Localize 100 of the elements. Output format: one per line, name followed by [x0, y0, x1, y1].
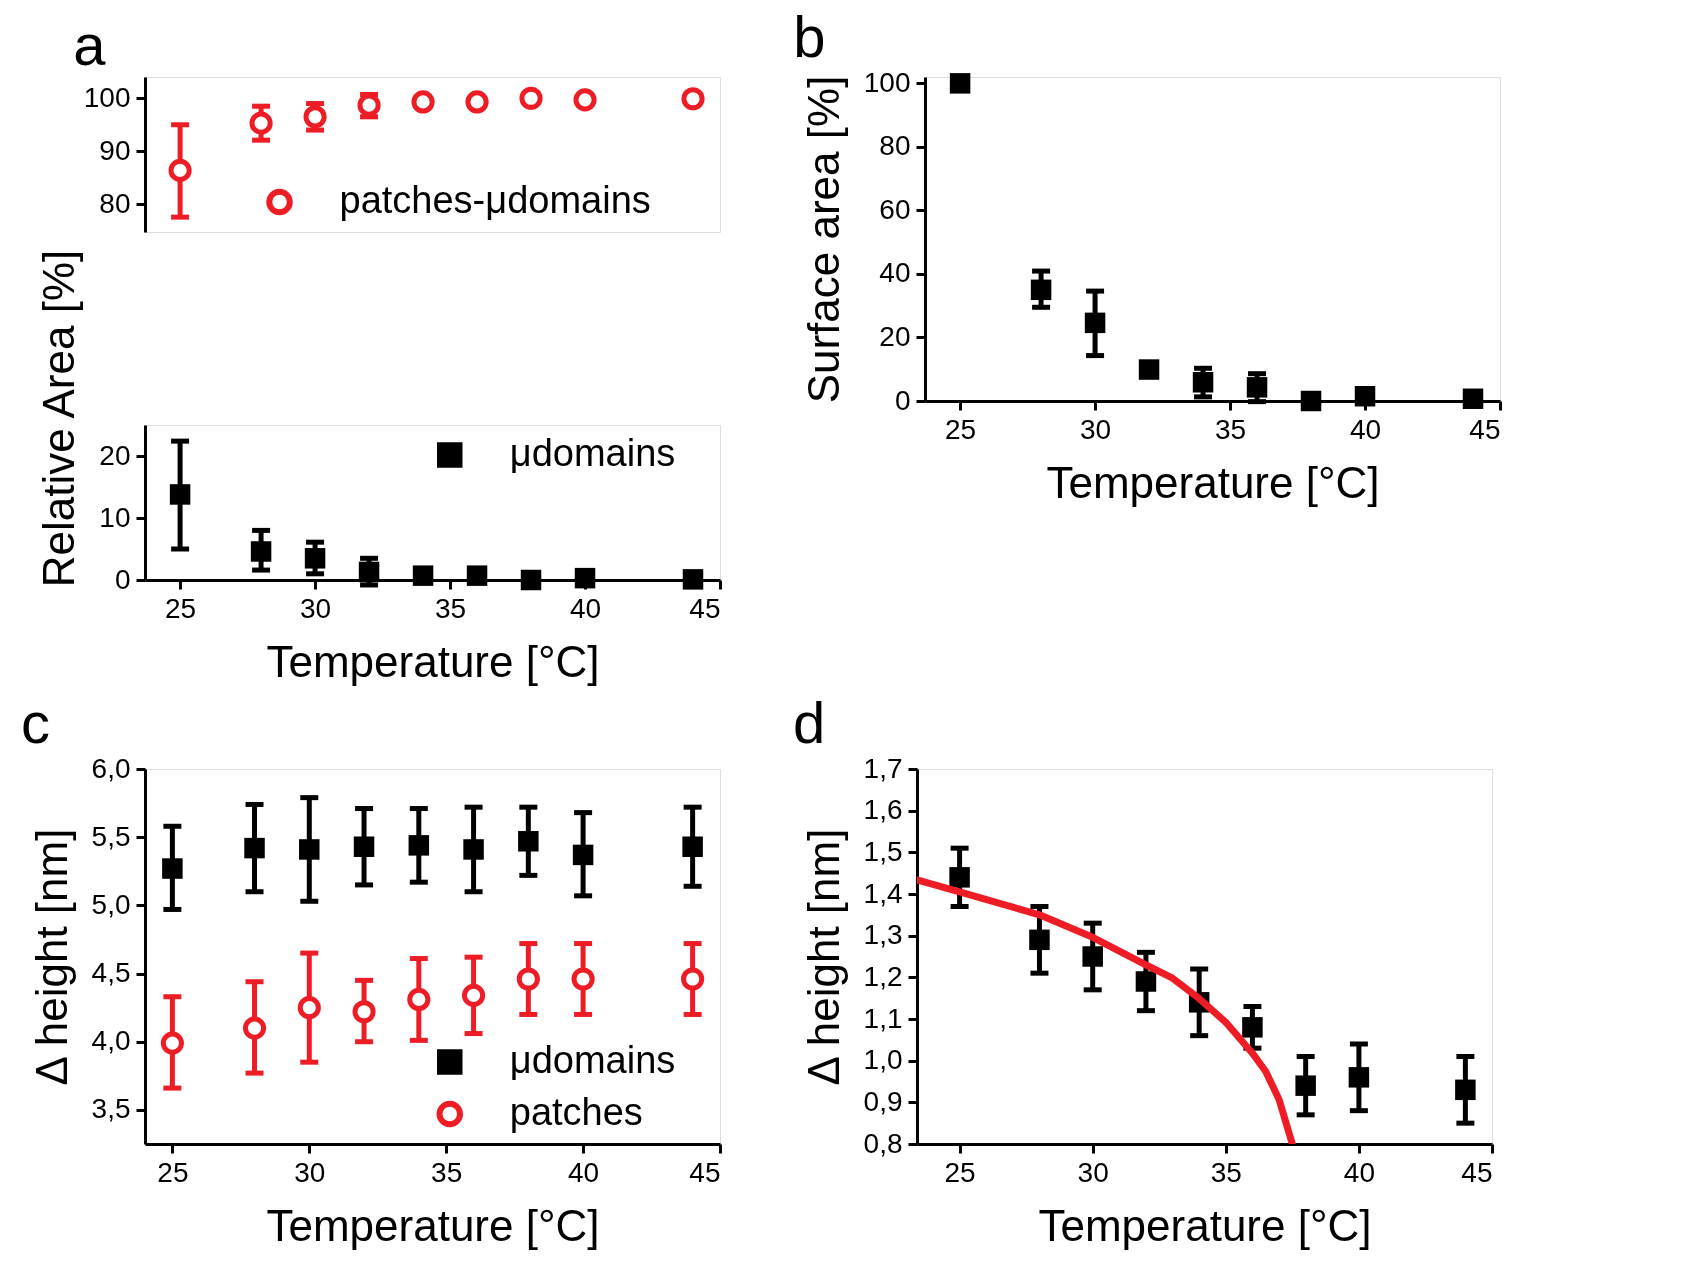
x-axis-title: Temperature [°C]	[1046, 457, 1380, 507]
y-tick-label: 1,5	[863, 835, 903, 867]
x-tick-label: 25	[945, 413, 977, 445]
point	[1295, 1075, 1316, 1096]
y-tick-label: 1,2	[863, 960, 903, 992]
point	[1462, 388, 1484, 410]
point	[304, 548, 326, 569]
point	[949, 867, 970, 888]
point	[411, 90, 435, 114]
point	[1242, 1017, 1263, 1038]
x-axis-title: Temperature [°C]	[1038, 1200, 1372, 1250]
point	[465, 90, 489, 114]
y-tick-label: 80	[99, 187, 131, 219]
y-tick-label: 60	[879, 193, 911, 225]
y-tick-label: 6,0	[91, 752, 131, 784]
point	[412, 565, 434, 586]
y-tick-label: 0	[894, 384, 911, 416]
x-tick-label: 40	[569, 592, 602, 624]
point	[249, 111, 273, 135]
x-tick-label: 35	[1214, 413, 1247, 445]
legend-label: patches	[509, 1091, 643, 1133]
point	[682, 569, 704, 590]
y-tick-label: 1,7	[863, 752, 903, 784]
point	[518, 831, 539, 852]
y-tick-label: 1,1	[863, 1002, 903, 1034]
x-tick-label: 45	[1469, 413, 1501, 445]
chart-title: c	[21, 690, 51, 755]
x-tick-label: 45	[689, 1156, 721, 1188]
y-tick-label: 0,9	[863, 1085, 903, 1117]
point	[463, 839, 484, 860]
y-tick-label: 4,5	[91, 957, 131, 989]
y-axis-title: Surface area [%]	[798, 75, 848, 404]
point	[160, 1031, 184, 1055]
point	[353, 836, 375, 857]
point	[1455, 1079, 1476, 1101]
point	[1138, 359, 1160, 380]
point	[1082, 946, 1103, 967]
point	[352, 1000, 376, 1024]
x-tick-label: 35	[431, 1156, 463, 1188]
point	[572, 844, 594, 866]
point	[1300, 390, 1322, 412]
point	[1246, 377, 1268, 398]
point	[1029, 929, 1050, 951]
x-tick-label: 25	[944, 1156, 976, 1188]
y-tick-label: 100	[863, 66, 911, 98]
point	[949, 73, 971, 94]
x-tick-label: 35	[434, 592, 467, 624]
y-axis-title: Δ height [nm]	[798, 828, 848, 1086]
point	[516, 967, 540, 991]
legend-label: patches-μdomains	[339, 179, 651, 221]
point	[408, 835, 430, 856]
point	[244, 837, 265, 859]
point	[1354, 385, 1376, 407]
point	[461, 983, 486, 1007]
point	[466, 565, 488, 586]
y-tick-label: 20	[879, 320, 911, 352]
x-tick-label: 40	[568, 1156, 600, 1188]
point	[1084, 312, 1106, 334]
point	[358, 561, 380, 583]
chart-title: d	[793, 690, 826, 755]
y-tick-label: 1,0	[863, 1044, 903, 1076]
point	[407, 987, 431, 1012]
y-axis-title: Δ height [nm]	[26, 828, 76, 1086]
x-tick-label: 35	[1210, 1156, 1242, 1188]
y-tick-label: 20	[99, 439, 131, 471]
point	[520, 569, 542, 591]
point	[162, 858, 183, 879]
point	[297, 996, 321, 1020]
y-tick-label: 100	[83, 81, 131, 113]
x-tick-label: 30	[1077, 1156, 1109, 1188]
y-tick-label: 4,0	[91, 1025, 131, 1057]
point	[1192, 372, 1214, 393]
x-tick-label: 30	[1079, 413, 1112, 445]
y-tick-label: 10	[99, 501, 131, 533]
y-tick-label: 90	[99, 134, 131, 166]
x-axis-title: Temperature [°C]	[266, 1200, 600, 1250]
y-tick-label: 1,6	[863, 794, 903, 826]
legend-label: μdomains	[509, 432, 676, 474]
y-tick-label: 0	[114, 563, 131, 595]
y-tick-label: 5,0	[91, 888, 131, 920]
point	[681, 967, 705, 991]
chart-title: b	[793, 4, 826, 70]
point	[242, 1016, 267, 1040]
x-tick-label: 25	[157, 1156, 189, 1188]
y-tick-label: 1,4	[863, 877, 903, 909]
point	[519, 86, 543, 110]
point	[681, 87, 705, 111]
x-tick-label: 30	[294, 1156, 326, 1188]
point	[169, 484, 191, 505]
y-tick-label: 80	[879, 130, 911, 162]
y-tick-label: 5,5	[91, 820, 131, 852]
point	[250, 541, 272, 562]
point	[574, 567, 596, 589]
chart-title: a	[73, 12, 107, 77]
x-tick-label: 45	[689, 592, 721, 624]
x-axis-title: Temperature [°C]	[266, 636, 600, 686]
point	[1030, 279, 1052, 301]
legend-label: μdomains	[509, 1039, 676, 1081]
y-axis-title: Relative Area [%]	[34, 249, 84, 588]
point	[571, 967, 595, 991]
